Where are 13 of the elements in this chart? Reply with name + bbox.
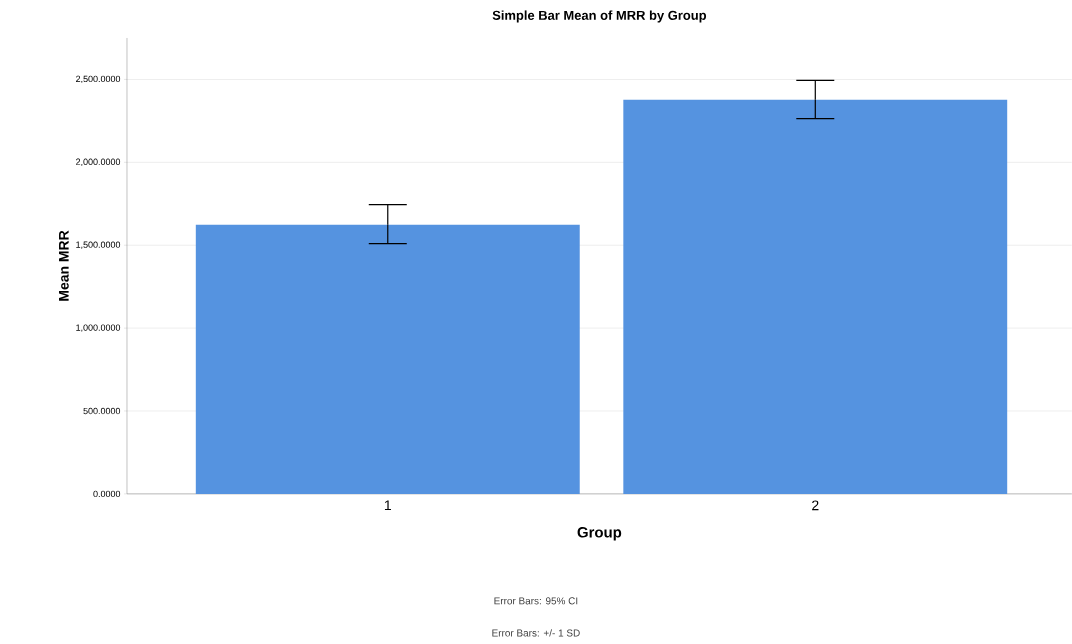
y-tick-label: 1,000.0000	[76, 324, 121, 332]
y-axis-title: Mean MRR	[59, 230, 69, 301]
chart-title: Simple Bar Mean of MRR by Group	[492, 10, 707, 23]
y-tick-label: 500.0000	[83, 407, 121, 415]
x-axis-title: Group	[577, 527, 622, 541]
y-tick-label: 2,500.0000	[76, 75, 121, 84]
x-tick-label: 2	[812, 500, 819, 511]
y-tick-label: 1,500.0000	[76, 241, 121, 249]
text: Error Bars: +/- 1 SD	[492, 629, 580, 637]
x-tick-label: 1	[384, 500, 391, 511]
y-tick-label: 0.0000	[93, 490, 121, 498]
y-tick-label: 2,000.0000	[76, 158, 121, 167]
text: Error Bars: 95% CI	[494, 597, 578, 605]
